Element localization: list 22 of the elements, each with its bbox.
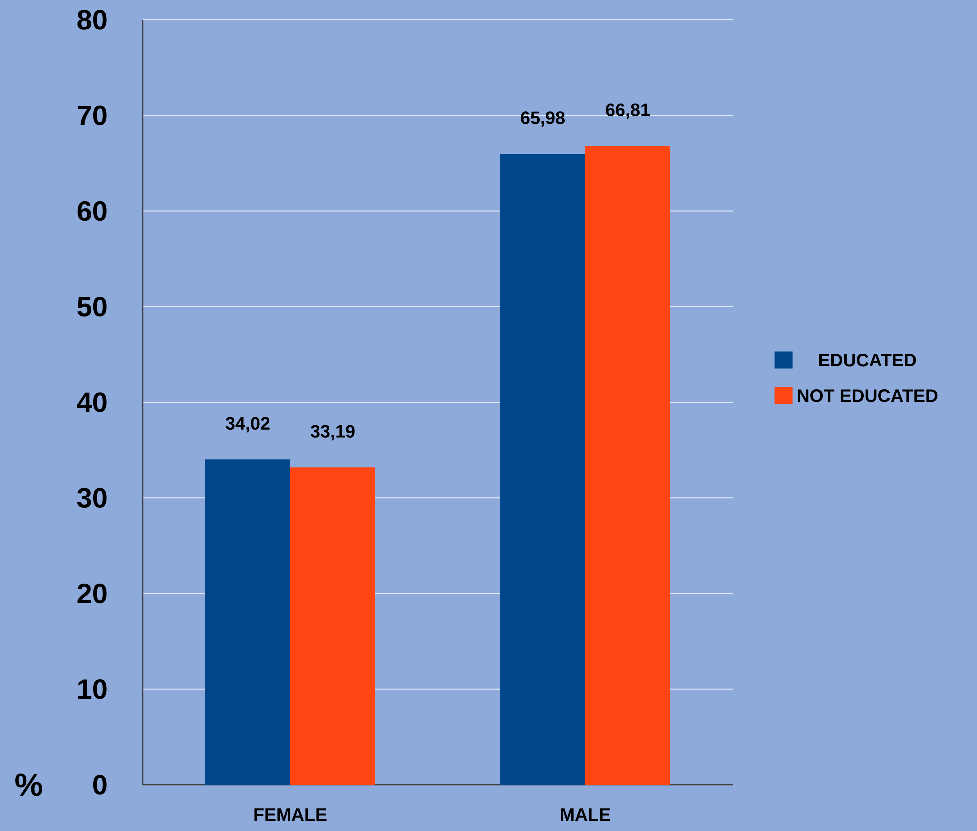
y-tick-label: 50 — [78, 296, 107, 317]
y-tick-label: 30 — [77, 488, 107, 508]
y-tick-label: 40 — [77, 392, 107, 412]
y-tick-label: 80 — [78, 10, 107, 30]
bar — [290, 468, 376, 785]
x-tick-label: FEMALE — [254, 808, 327, 821]
x-tick-label: MALE — [561, 808, 610, 821]
y-axis-title: % — [16, 774, 42, 796]
data-label: 34,02 — [226, 417, 270, 433]
data-label: 33,19 — [310, 425, 355, 441]
y-tick-label: 60 — [78, 201, 107, 222]
y-tick-label: 20 — [78, 584, 107, 604]
y-tick-label: 10 — [78, 679, 107, 700]
y-tick-label: 0 — [93, 775, 107, 795]
y-tick-label: 70 — [78, 106, 107, 126]
legend-label: EDUCATED — [819, 354, 916, 367]
bar — [206, 460, 291, 785]
bar — [500, 154, 586, 785]
bar — [586, 146, 671, 785]
legend-label: NOT EDUCATED — [798, 390, 938, 402]
data-label: 65,98 — [521, 112, 565, 128]
data-label: 66,81 — [606, 104, 650, 120]
